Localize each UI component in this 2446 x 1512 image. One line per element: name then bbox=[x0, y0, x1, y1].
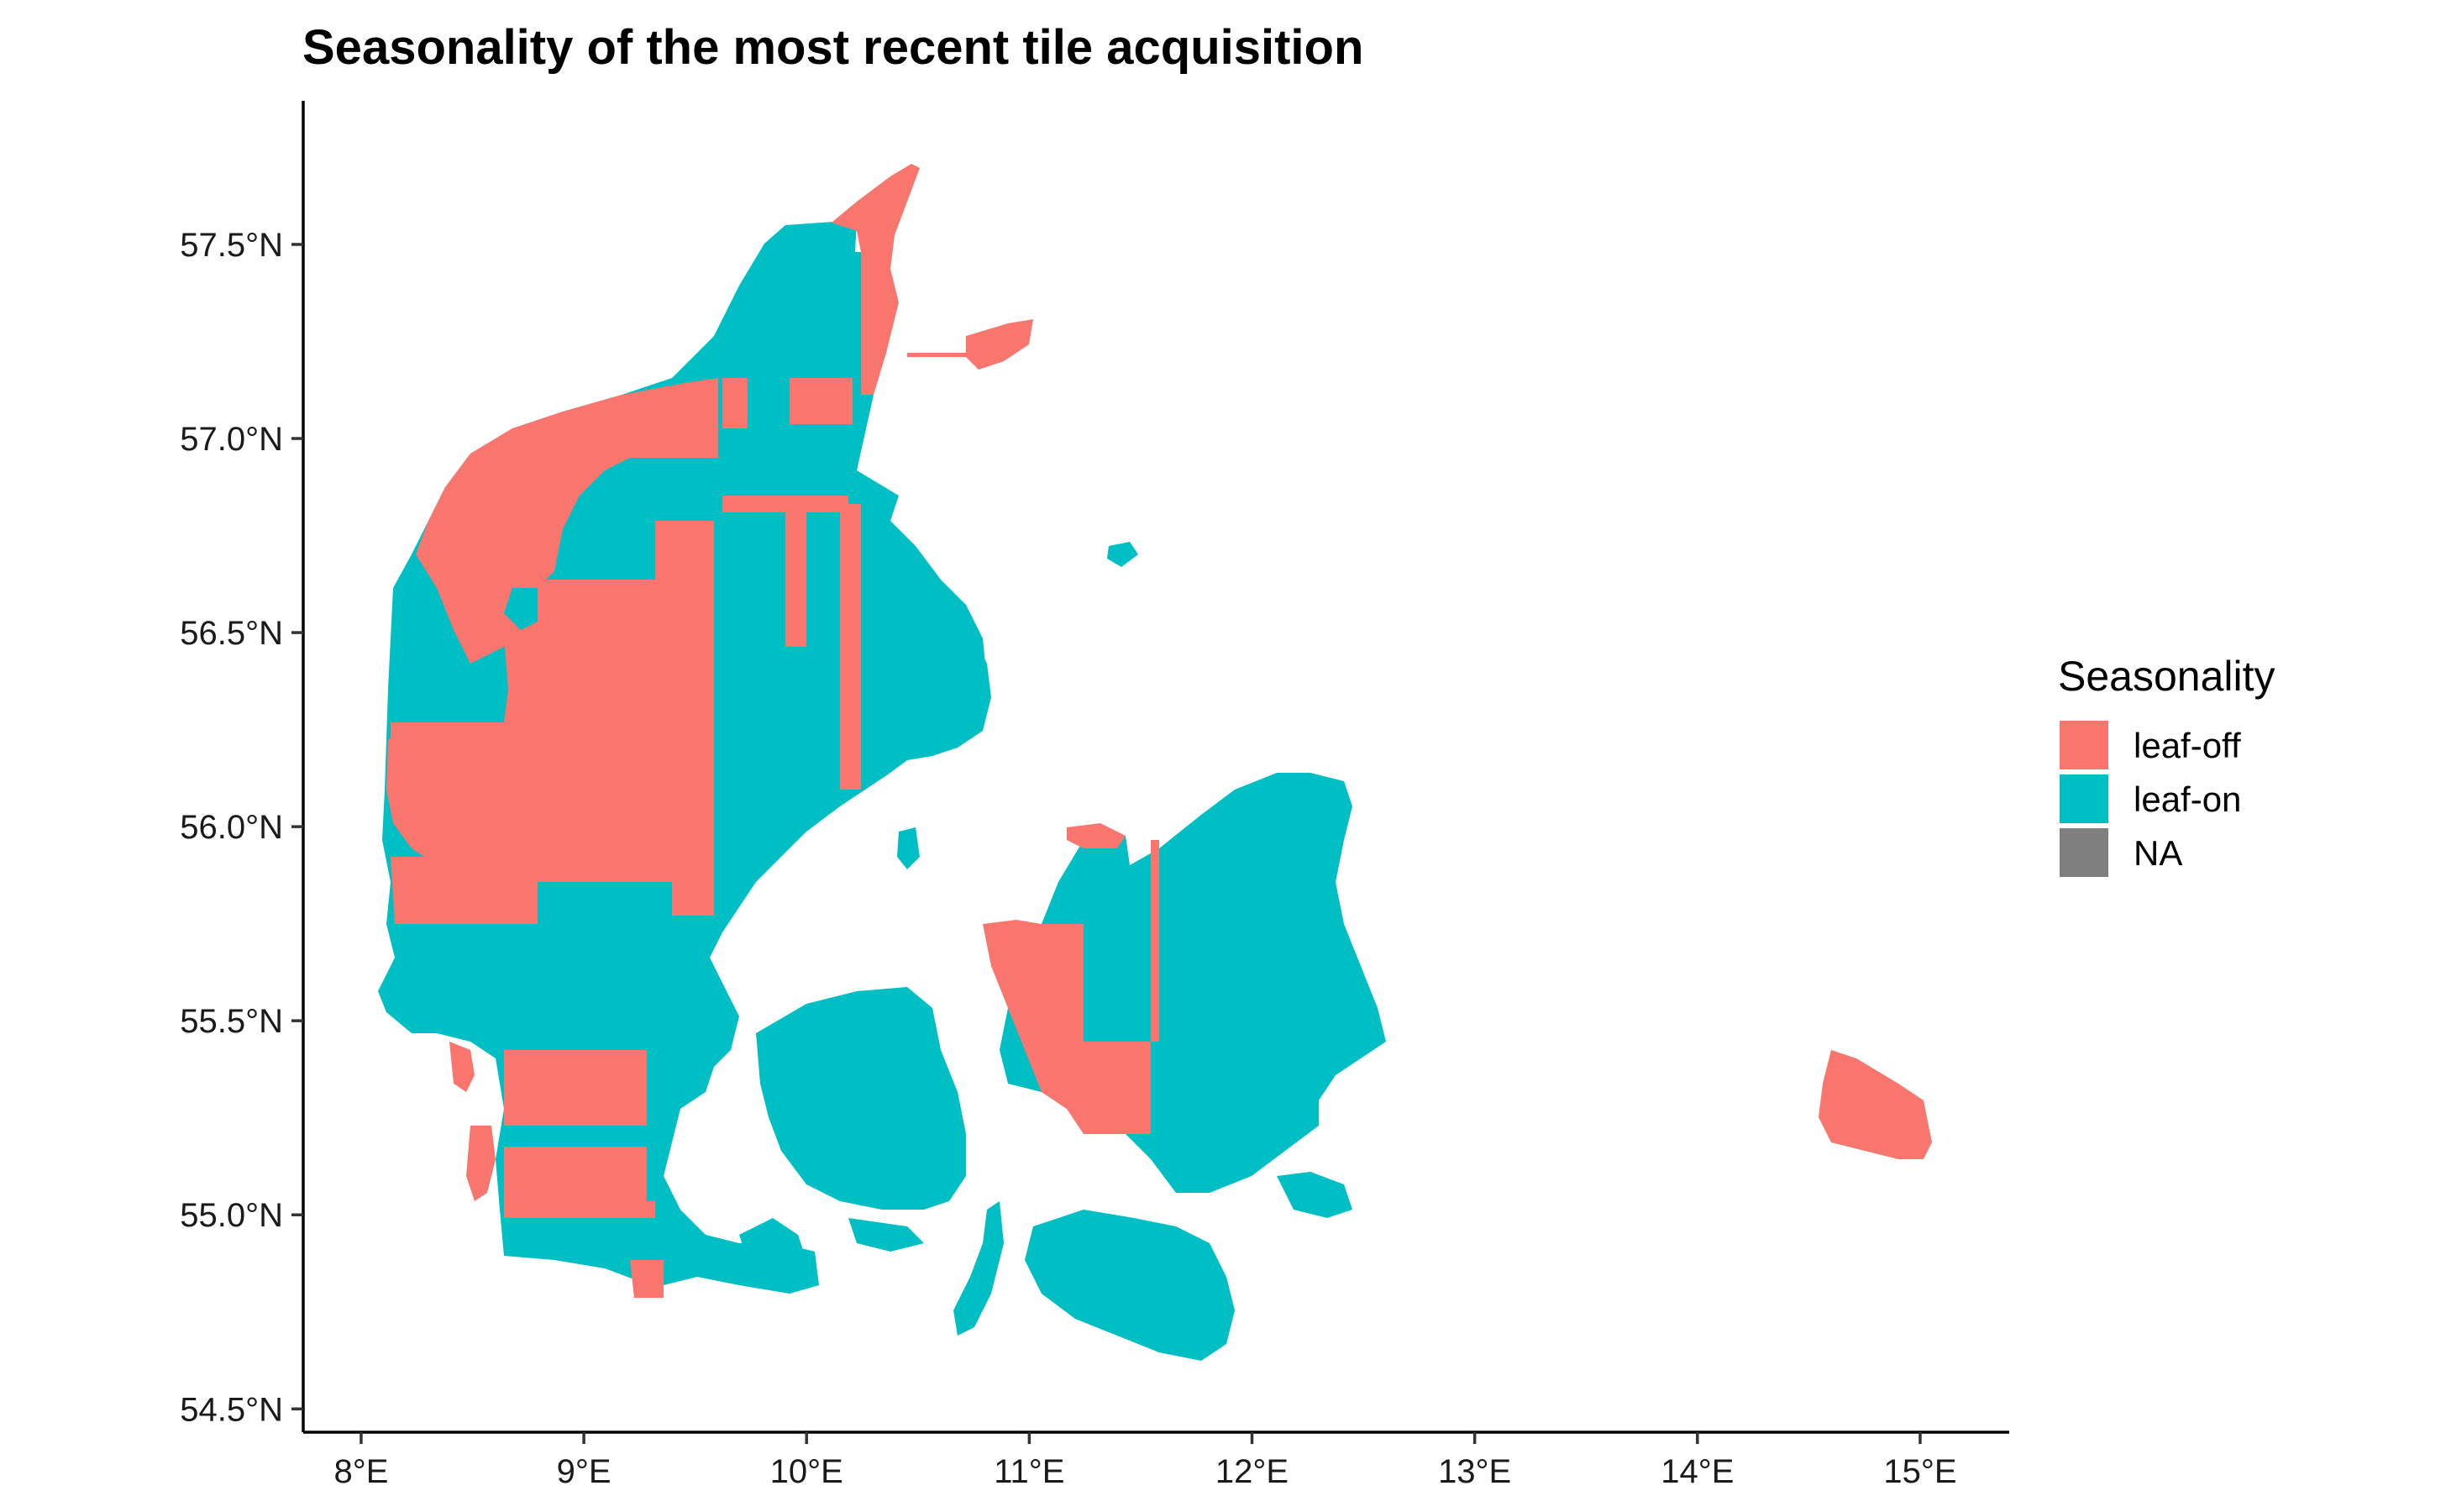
zealand-west-leaf-off bbox=[983, 920, 1151, 1134]
laeso bbox=[966, 319, 1033, 370]
sw-leaf-off-2 bbox=[504, 1147, 647, 1201]
sw-leaf-off-3 bbox=[504, 1201, 655, 1218]
mon bbox=[1277, 1172, 1352, 1218]
legend-title: Seasonality bbox=[2058, 653, 2275, 700]
legend-swatch bbox=[2060, 828, 2108, 877]
lolland bbox=[1025, 1210, 1235, 1361]
y-tick-label: 57.0°N bbox=[180, 421, 283, 458]
x-tick-label: 11°E bbox=[994, 1453, 1064, 1490]
legend-label: NA bbox=[2134, 833, 2182, 873]
north-block-b bbox=[790, 378, 853, 424]
laeso-line bbox=[907, 353, 966, 357]
legend-label: leaf-on bbox=[2134, 780, 2241, 819]
central-strip-leaf-off bbox=[785, 504, 806, 647]
y-tick-label: 55.5°N bbox=[180, 1003, 283, 1040]
y-tick-label: 56.0°N bbox=[180, 809, 283, 846]
west-central-leaf-off bbox=[386, 521, 714, 924]
x-tick-label: 8°E bbox=[333, 1453, 388, 1490]
y-tick-label: 57.5°N bbox=[180, 227, 283, 264]
x-tick-label: 9°E bbox=[557, 1453, 612, 1490]
x-tick-label: 14°E bbox=[1661, 1453, 1734, 1490]
denmark-map bbox=[378, 164, 1932, 1361]
y-tick-label: 55.0°N bbox=[180, 1197, 283, 1234]
odsherred-leaf-off bbox=[1067, 823, 1126, 848]
map-title: Seasonality of the most recent tile acqu… bbox=[302, 20, 1363, 75]
y-axis: 54.5°N 55.0°N 55.5°N 56.0°N 56.5°N 57.0°N 57.5… bbox=[180, 101, 305, 1432]
zealand-strip-leaf-off bbox=[1151, 840, 1159, 1042]
bornholm bbox=[1819, 1050, 1932, 1159]
x-tick-label: 10°E bbox=[770, 1453, 843, 1490]
north-block-a bbox=[722, 378, 748, 428]
legend-label: leaf-off bbox=[2134, 726, 2241, 765]
west-south-leaf-off bbox=[391, 857, 538, 924]
aero bbox=[848, 1218, 924, 1252]
samso bbox=[897, 827, 920, 869]
funen bbox=[756, 987, 966, 1210]
y-tick-label: 56.5°N bbox=[180, 615, 283, 652]
legend-swatch bbox=[2060, 721, 2108, 769]
y-tick-label: 54.5°N bbox=[180, 1391, 283, 1428]
fano-leaf-off bbox=[449, 1042, 475, 1092]
x-tick-label: 12°E bbox=[1215, 1453, 1289, 1490]
romo-leaf-off bbox=[466, 1126, 496, 1201]
x-axis: 8°E 9°E 10°E 11°E 12°E 13°E 14°E 15°E bbox=[303, 1431, 2009, 1490]
east-strip-leaf-off bbox=[840, 504, 861, 790]
als bbox=[739, 1218, 806, 1268]
legend: Seasonality leaf-off leaf-on NA bbox=[2058, 653, 2275, 877]
x-tick-label: 15°E bbox=[1883, 1453, 1956, 1490]
skagen-leaf-off bbox=[832, 164, 920, 395]
thy-leaf-off bbox=[416, 378, 718, 664]
langeland bbox=[953, 1201, 1004, 1336]
sw-leaf-off-bottom bbox=[630, 1260, 664, 1298]
anholt bbox=[1107, 542, 1138, 567]
west-coast-band-leaf-off bbox=[391, 722, 504, 790]
x-tick-label: 13°E bbox=[1438, 1453, 1511, 1490]
sw-leaf-off-1 bbox=[504, 1050, 647, 1126]
legend-swatch bbox=[2060, 774, 2108, 823]
djursland bbox=[848, 605, 991, 760]
